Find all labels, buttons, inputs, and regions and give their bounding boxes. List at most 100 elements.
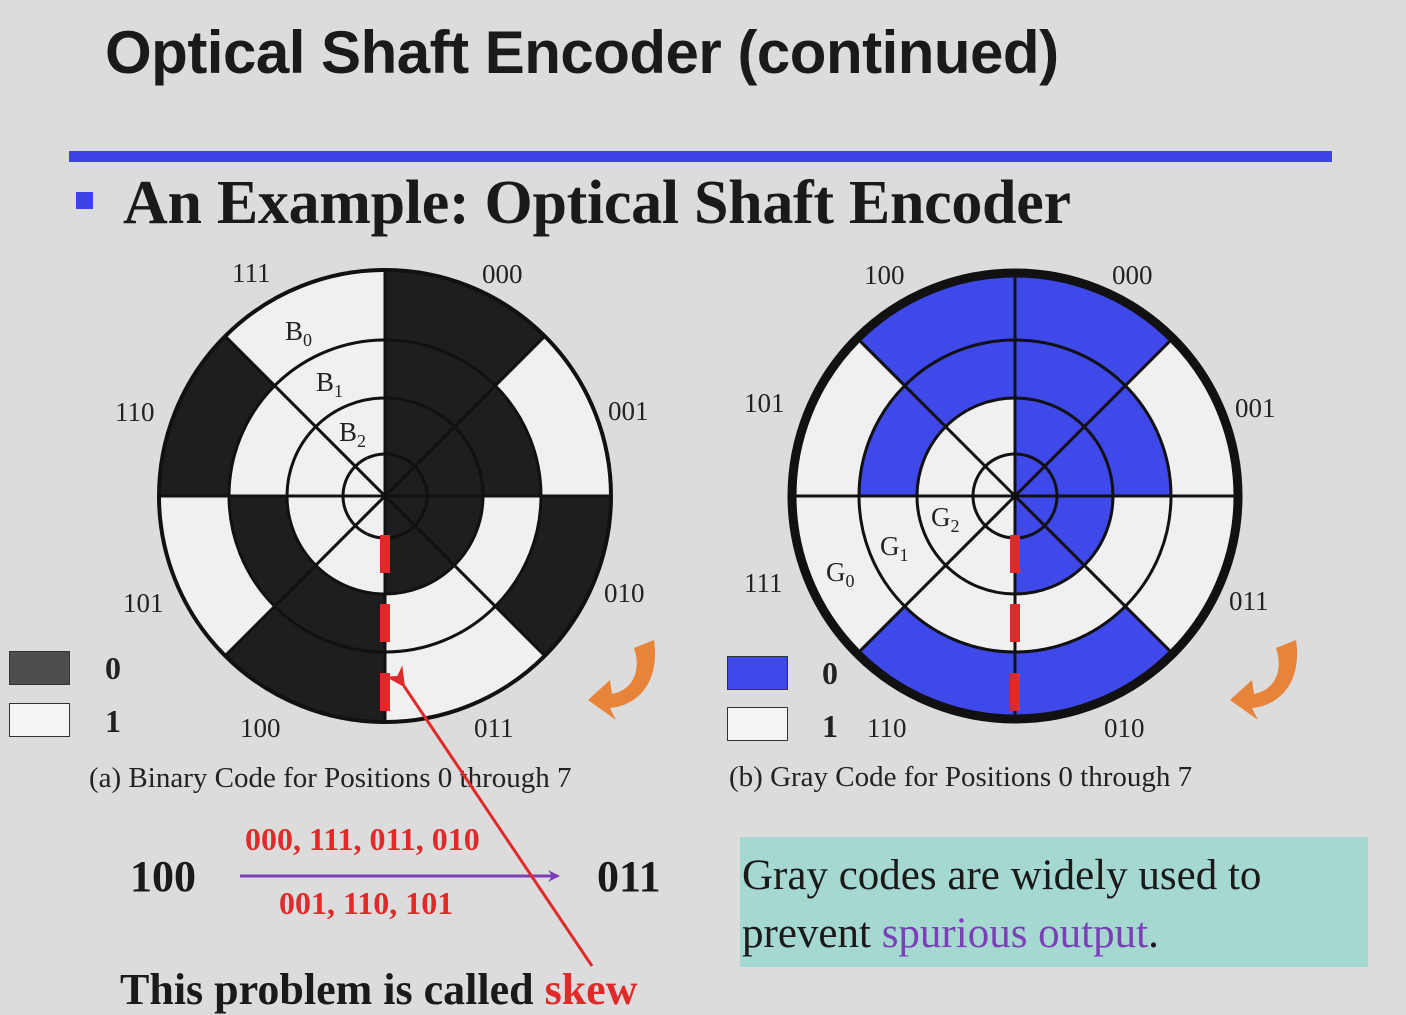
sector-divider — [854, 335, 1017, 498]
sector-divider — [1013, 335, 1176, 498]
legend-swatch-light — [727, 707, 788, 741]
disk-sector-000-ring0 — [1015, 270, 1175, 386]
binary-read-heads — [380, 535, 390, 711]
disk-hub-001 — [385, 466, 427, 496]
gray-pos-010: 010 — [1104, 713, 1145, 743]
disk-sector-100-ring1 — [904, 340, 1015, 427]
binary-pos-000: 000 — [482, 259, 523, 289]
disk-sector-010-ring2 — [414, 496, 483, 566]
disk-sector-100-ring0 — [225, 606, 385, 722]
transition-to: 011 — [597, 852, 661, 901]
sector-divider — [383, 335, 546, 498]
gray-pos-011: 011 — [1229, 586, 1269, 616]
binary-pos-101: 101 — [123, 588, 164, 618]
disk-sector-001-ring2 — [1044, 426, 1113, 496]
legend-swatch-dark — [9, 651, 70, 685]
gray-read-heads — [1010, 535, 1020, 711]
disk-sector-000-ring1 — [1015, 340, 1126, 427]
binary-ring-labels: B0 B1 B2 — [285, 316, 366, 451]
transition-intermediate-above: 000, 111, 011, 010 — [245, 821, 480, 857]
disk-sector-000-ring1 — [385, 340, 496, 427]
disk-hub-010 — [1015, 496, 1045, 538]
read-head-g0 — [1010, 673, 1020, 711]
gray-pos-111: 111 — [744, 568, 783, 598]
binary-pos-011: 011 — [474, 713, 514, 743]
disk-sector-000-ring2 — [385, 398, 455, 467]
binary-position-labels: 000 001 010 011 100 101 110 111 — [115, 258, 649, 743]
legend-label-1: 1 — [822, 708, 838, 744]
legend-swatch-blue — [727, 656, 788, 690]
read-head-g2 — [1010, 535, 1020, 573]
skew-text: This problem is called — [120, 965, 545, 1014]
disk-sector-011-ring2 — [385, 525, 455, 594]
binary-pos-001: 001 — [608, 396, 649, 426]
ring-label-g1: G1 — [880, 531, 909, 565]
disk-sector-010-ring2 — [1015, 525, 1085, 594]
legend-label-1: 1 — [105, 703, 121, 739]
note-text: Gray codes are widely used to prevent — [742, 852, 1262, 957]
sector-divider — [224, 335, 387, 498]
ring-label-b0: B0 — [285, 316, 312, 350]
disk-sector-000-ring0 — [385, 270, 545, 386]
gray-position-labels: 000 001 011 010 110 111 101 100 — [744, 260, 1276, 743]
transition-intermediate-below: 001, 110, 101 — [279, 885, 453, 921]
sector-divider — [854, 494, 1017, 657]
bullet-square — [76, 192, 93, 209]
title-rule — [69, 151, 1332, 162]
binary-pos-111: 111 — [232, 258, 271, 288]
read-head-b2 — [380, 535, 390, 573]
disk-sector-110-ring0 — [855, 606, 1015, 722]
skew-statement: This problem is called skew — [120, 964, 637, 1015]
binary-caption: (a) Binary Code for Positions 0 through … — [89, 762, 571, 794]
slide-subtitle: An Example: Optical Shaft Encoder — [123, 169, 1071, 237]
legend-label-0: 0 — [105, 650, 121, 686]
gray-pos-110: 110 — [867, 713, 907, 743]
disk-sector-100-ring0 — [855, 270, 1015, 386]
disk-sector-011-ring2 — [1044, 496, 1113, 566]
ring-label-b1: B1 — [316, 367, 343, 401]
binary-code-disk: B0 B1 B2 000 001 010 011 100 101 110 111 — [115, 258, 656, 743]
disk-sector-001-ring2 — [414, 426, 483, 496]
sector-divider — [383, 494, 546, 657]
gray-ring-labels: G0 G1 G2 — [826, 502, 960, 591]
disk-sector-100-ring1 — [274, 565, 385, 652]
skew-pointer-arrow — [385, 665, 594, 967]
legend-label-0: 0 — [822, 655, 838, 691]
gray-pos-101: 101 — [744, 388, 785, 418]
binary-pos-100: 100 — [240, 713, 281, 743]
ring-label-g0: G0 — [826, 557, 855, 591]
sector-divider — [1013, 494, 1176, 657]
read-head-b1 — [380, 604, 390, 642]
disk-hub-010 — [385, 496, 427, 526]
disk-sector-001-ring1 — [454, 385, 541, 496]
disk-sector-101-ring1 — [859, 385, 946, 496]
disk-sector-101-ring1 — [229, 496, 316, 607]
ring-label-g2: G2 — [931, 502, 960, 536]
disk-hub-011 — [1015, 496, 1057, 526]
binary-pos-010: 010 — [604, 578, 645, 608]
slide-title: Optical Shaft Encoder (continued) — [105, 19, 1059, 86]
disk-hub-000 — [1015, 454, 1045, 496]
transition-from: 100 — [130, 852, 196, 901]
skew-word: skew — [544, 965, 638, 1014]
read-head-b0 — [380, 673, 390, 711]
note-highlight: spurious output — [881, 910, 1149, 957]
legend-swatch-light — [9, 703, 70, 737]
disk-hub-000 — [385, 454, 415, 496]
disk-sector-000-ring2 — [1015, 398, 1085, 467]
ring-label-b2: B2 — [339, 417, 366, 451]
disk-hub-011 — [385, 496, 415, 538]
gray-code-disk: G0 G1 G2 000 001 011 010 110 111 101 100 — [744, 260, 1298, 743]
rotation-arrow-icon — [588, 640, 656, 720]
disk-sector-110-ring0 — [159, 336, 275, 496]
note-text-end: . — [1148, 910, 1159, 957]
disk-sector-010-ring0 — [1015, 606, 1175, 722]
gray-pos-000: 000 — [1112, 260, 1153, 290]
gray-pos-001: 001 — [1235, 393, 1276, 423]
disk-sector-001-ring1 — [1084, 385, 1171, 496]
sector-divider — [224, 494, 387, 657]
disk-hub-001 — [1015, 466, 1057, 496]
rotation-arrow-icon — [1230, 640, 1298, 720]
gray-caption: (b) Gray Code for Positions 0 through 7 — [729, 761, 1192, 793]
